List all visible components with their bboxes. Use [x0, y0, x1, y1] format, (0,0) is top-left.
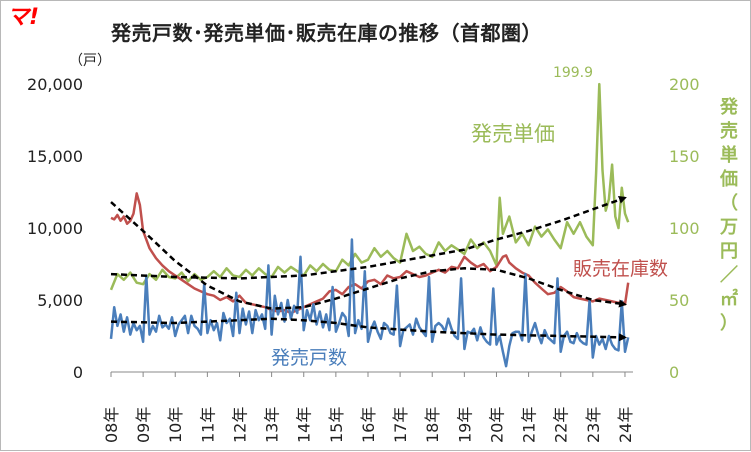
y-right-axis-title-char: 発	[719, 96, 739, 118]
x-tick-label: 22年	[552, 407, 571, 443]
x-tick-label: 08年	[102, 407, 121, 443]
units-trend-line	[110, 317, 627, 342]
y-right-axis-title-char: 単	[720, 144, 738, 166]
x-tick-label: 18年	[423, 407, 442, 443]
x-tick-label: 12年	[230, 407, 249, 443]
x-tick-label: 23年	[584, 407, 603, 443]
y-right-axis-title-char: ）	[720, 313, 738, 334]
y-right-tick-label: 150	[669, 147, 700, 166]
y-right-tick-label: 200	[669, 75, 700, 94]
y-left-tick-label: 15,000	[27, 147, 83, 166]
y-right-axis-title-char: ／	[720, 265, 738, 286]
y-right-tick-label: 100	[669, 219, 700, 238]
units-line	[109, 238, 630, 368]
x-tick-label: 10年	[166, 407, 185, 443]
price-line	[109, 82, 630, 291]
inventory-line	[110, 192, 630, 315]
units-series-label: 発売戸数	[271, 347, 347, 369]
y-left-tick-label: 0	[73, 363, 83, 382]
price-peak-label: 199.9	[553, 65, 593, 81]
chart-title: 発売戸数･発売単価･販売在庫の推移（首都圏）	[111, 21, 542, 45]
x-tick-label: 17年	[391, 407, 410, 443]
y-right-axis-title-char: （	[720, 193, 738, 214]
x-tick-label: 13年	[263, 407, 282, 443]
y-left-tick-label: 5,000	[37, 291, 83, 310]
y-right-axis-title-char: 売	[720, 120, 738, 142]
y-right-axis-title-char: ㎡	[720, 288, 738, 310]
x-tick-label: 19年	[455, 407, 474, 443]
inventory-series-label: 販売在庫数	[573, 258, 668, 280]
x-tick-label: 21年	[520, 407, 539, 443]
y-right-tick-label: 50	[669, 291, 689, 310]
y-left-tick-label: 20,000	[27, 75, 83, 94]
x-tick-label: 11年	[198, 407, 217, 443]
price-trend-line	[110, 196, 627, 280]
x-tick-label: 14年	[295, 407, 314, 443]
y-right-axis-title-char: 価	[719, 168, 738, 190]
x-tick-label: 09年	[134, 407, 153, 443]
x-tick-label: 24年	[616, 407, 635, 443]
y-left-tick-label: 10,000	[27, 219, 83, 238]
y-left-unit-label: （戸）	[69, 53, 111, 69]
x-tick-label: 16年	[359, 407, 378, 443]
y-right-axis-title-char: 円	[720, 241, 738, 262]
x-tick-label: 20年	[487, 407, 506, 443]
x-tick-label: 15年	[327, 407, 346, 443]
price-series-label: 発売単価	[471, 122, 555, 146]
y-right-tick-label: 0	[669, 363, 679, 382]
y-right-axis-title-char: 万	[719, 217, 738, 238]
